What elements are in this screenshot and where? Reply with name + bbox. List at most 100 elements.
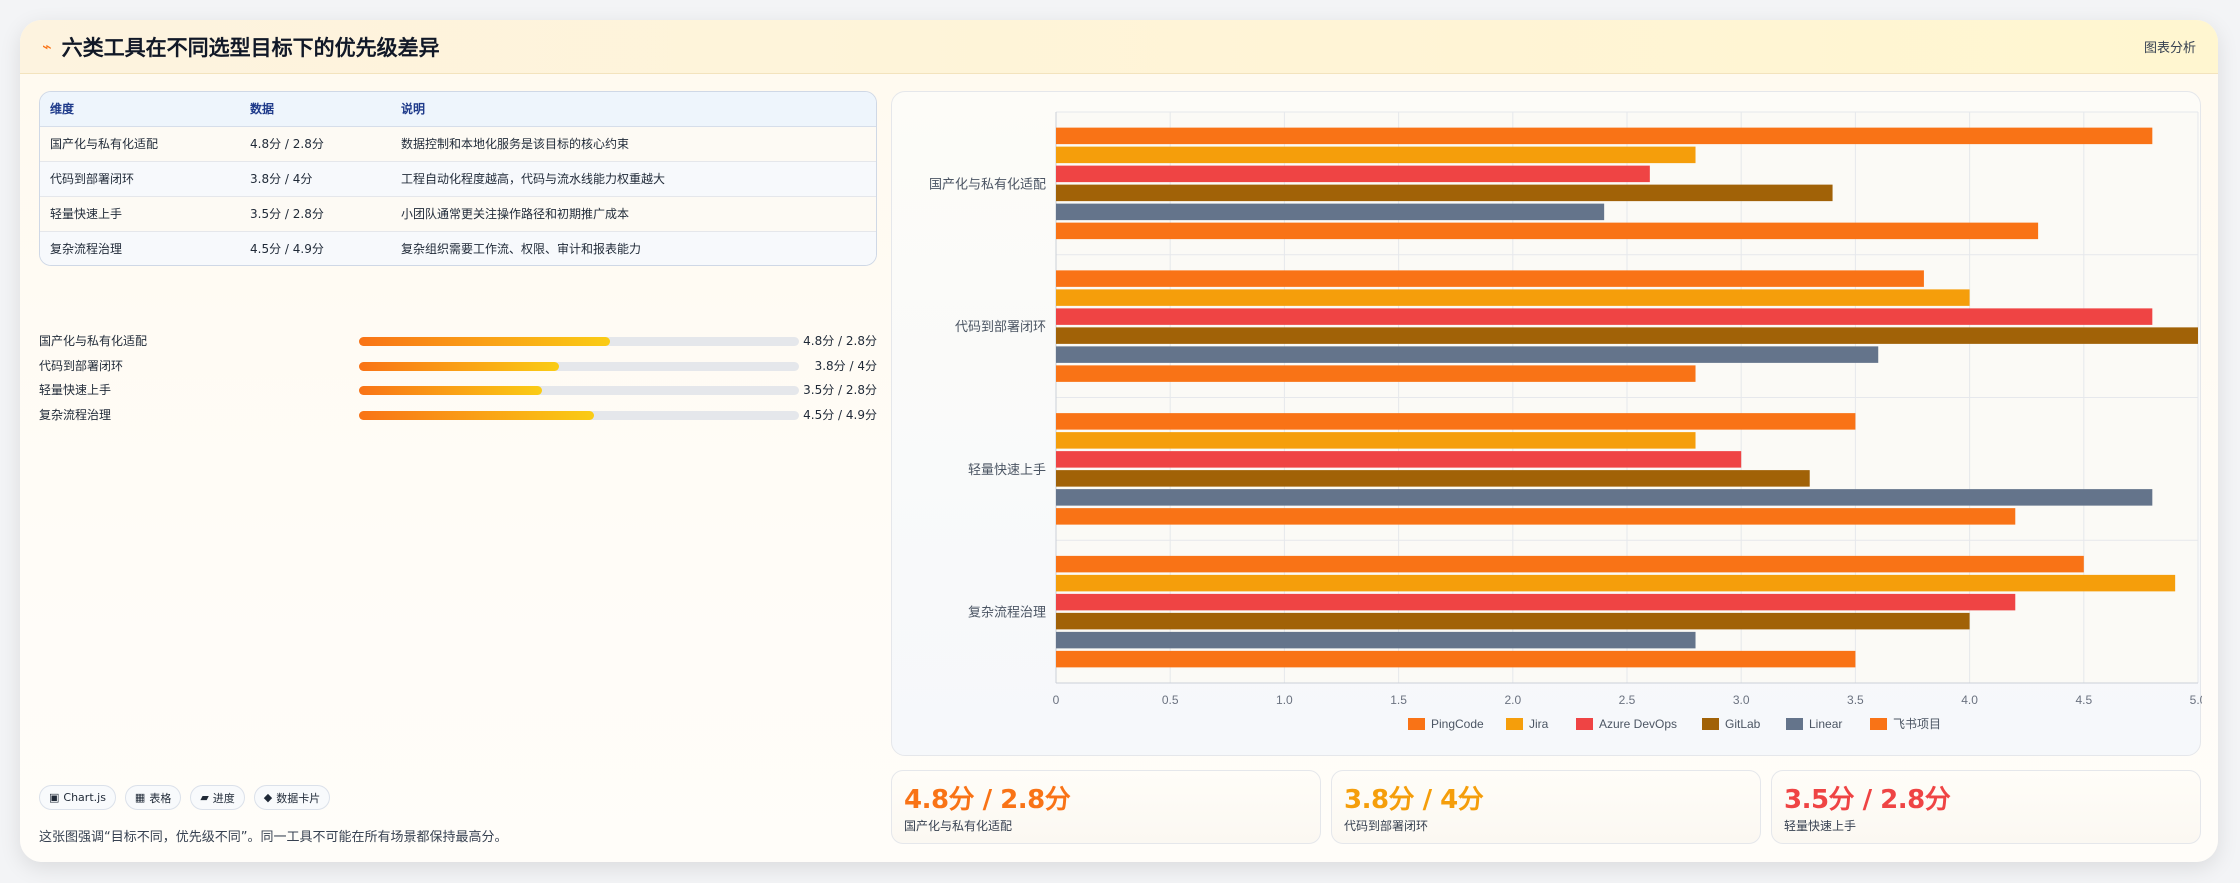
x-tick-label: 4.5 xyxy=(2075,693,2092,707)
bar xyxy=(1056,432,1696,449)
chip-label: Chart.js xyxy=(63,791,106,804)
table-header-description: 说明 xyxy=(391,92,876,127)
lightning-icon: ⌁ xyxy=(42,37,52,56)
x-tick-label: 4.0 xyxy=(1961,693,1978,707)
bar xyxy=(1056,222,2039,240)
x-tick-label: 0.5 xyxy=(1162,693,1179,707)
table-row: 复杂流程治理 4.5分 / 4.9分 复杂组织需要工作流、权限、审计和报表能力 xyxy=(40,231,876,265)
table-cell-dimension: 国产化与私有化适配 xyxy=(40,126,240,162)
legend-label: 飞书项目 xyxy=(1893,717,1941,731)
bar xyxy=(1056,146,1696,164)
x-tick-label: 3.5 xyxy=(1847,693,1864,707)
legend-label: Linear xyxy=(1809,717,1842,731)
legend-swatch xyxy=(1576,718,1593,730)
table-row: 国产化与私有化适配 4.8分 / 2.8分 数据控制和本地化服务是该目标的核心约… xyxy=(40,126,876,162)
progress-value: 3.5分 / 2.8分 xyxy=(803,383,877,397)
chart-icon: ▣ xyxy=(49,791,60,804)
table-cell-data: 4.5分 / 4.9分 xyxy=(240,231,391,265)
y-tick-label: 代码到部署闭环 xyxy=(955,319,1046,334)
chip-label: 表格 xyxy=(149,791,172,805)
legend-label: Jira xyxy=(1529,717,1549,731)
progress-track xyxy=(359,337,799,346)
progress-fill xyxy=(359,361,560,371)
progress-label: 国产化与私有化适配 xyxy=(39,334,148,348)
table-cell-dimension: 复杂流程治理 xyxy=(40,231,240,265)
stat-label: 国产化与私有化适配 xyxy=(904,819,1013,833)
bar xyxy=(1056,612,1970,630)
stat-value: 3.5分 / 2.8分 xyxy=(1784,785,1951,815)
bar-chart: 0 0.5 1.0 1.5 2.0 2.5 3.0 3.5 4.0 4.5 5.0 国产化与私有化适配… xyxy=(929,111,2202,731)
bar xyxy=(1056,451,1742,468)
chip-progress[interactable]: ▰ 进度 xyxy=(190,785,245,810)
progress-label: 复杂流程治理 xyxy=(39,407,112,422)
bar xyxy=(1056,508,2016,525)
legend-swatch xyxy=(1702,718,1719,730)
table-row: 代码到部署闭环 3.8分 / 4分 工程自动化程度越高，代码与流水线能力权重越大 xyxy=(40,161,876,197)
progress-value: 4.5分 / 4.9分 xyxy=(803,407,877,422)
bar xyxy=(1056,127,2153,145)
chip-data-card[interactable]: ◆ 数据卡片 xyxy=(253,785,331,810)
header-tag: 图表分析 xyxy=(2143,41,2196,56)
bar xyxy=(1056,555,2084,573)
bar xyxy=(1056,327,2198,344)
progress-row: 代码到部署闭环 3.8分 / 4分 xyxy=(39,355,877,380)
progress-row: 国产化与私有化适配 4.8分 / 2.8分 xyxy=(39,330,877,355)
x-tick-label: 2.5 xyxy=(1619,693,1636,707)
y-tick-label: 国产化与私有化适配 xyxy=(929,176,1046,191)
bar xyxy=(1056,289,1970,306)
bar xyxy=(1056,631,1696,649)
x-tick-label: 1.0 xyxy=(1276,693,1293,707)
chip-table[interactable]: ▦ 表格 xyxy=(124,785,182,810)
chart-card: ⌁ 六类工具在不同选型目标下的优先级差异 图表分析 维度 数据 说明 国产化与私… xyxy=(20,20,2218,862)
legend-swatch xyxy=(1506,718,1523,730)
legend-swatch xyxy=(1408,718,1425,730)
stat-card: 3.8分 / 4分 代码到部署闭环 xyxy=(1331,770,1761,844)
table-header-data: 数据 xyxy=(240,92,391,127)
x-tick-label: 2.0 xyxy=(1504,693,1521,707)
progress-value: 3.8分 / 4分 xyxy=(814,358,877,373)
chip-chartjs[interactable]: ▣ Chart.js xyxy=(39,785,116,810)
data-table: 维度 数据 说明 国产化与私有化适配 4.8分 / 2.8分 数据控制和本地化服… xyxy=(39,91,877,266)
bar xyxy=(1056,270,1924,287)
table-row: 轻量快速上手 3.5分 / 2.8分 小团队通常更关注操作路径和初期推广成本 xyxy=(40,196,876,232)
progress-row: 复杂流程治理 4.5分 / 4.9分 xyxy=(39,404,877,429)
footnote: 这张图强调“目标不同，优先级不同”。同一工具不可能在所有场景都保持最高分。 xyxy=(39,830,508,845)
card-body: 维度 数据 说明 国产化与私有化适配 4.8分 / 2.8分 数据控制和本地化服… xyxy=(20,74,2218,862)
x-tick-label: 3.0 xyxy=(1733,693,1750,707)
stat-label: 轻量快速上手 xyxy=(1784,819,1857,833)
bar xyxy=(1056,346,1879,363)
legend-label: Azure DevOps xyxy=(1599,717,1677,731)
progress-label: 代码到部署闭环 xyxy=(39,358,124,373)
progress-fill xyxy=(359,410,595,420)
table-cell-description: 数据控制和本地化服务是该目标的核心约束 xyxy=(391,126,876,162)
y-tick-label: 复杂流程治理 xyxy=(968,605,1046,620)
stat-label: 代码到部署闭环 xyxy=(1344,819,1429,833)
table-cell-dimension: 轻量快速上手 xyxy=(40,196,240,232)
bar xyxy=(1056,413,1856,430)
progress-list: 国产化与私有化适配 4.8分 / 2.8分 代码到部署闭环 3.8分 / 4分 … xyxy=(39,330,877,428)
bar xyxy=(1056,308,2153,325)
progress-track xyxy=(359,410,799,420)
chip-label: 数据卡片 xyxy=(276,791,321,805)
table-cell-description: 工程自动化程度越高，代码与流水线能力权重越大 xyxy=(391,161,876,197)
table-cell-data: 4.8分 / 2.8分 xyxy=(240,126,391,162)
stat-value: 3.8分 / 4分 xyxy=(1344,785,1484,815)
bar xyxy=(1056,184,1833,202)
stat-card: 3.5分 / 2.8分 轻量快速上手 xyxy=(1771,770,2201,844)
table-cell-description: 小团队通常更关注操作路径和初期推广成本 xyxy=(391,196,876,232)
bar xyxy=(1056,203,1605,221)
bar xyxy=(1056,489,2153,506)
card-header: ⌁ 六类工具在不同选型目标下的优先级差异 图表分析 xyxy=(20,20,2218,74)
progress-label: 轻量快速上手 xyxy=(39,383,112,397)
legend-swatch xyxy=(1786,718,1803,730)
progress-row: 轻量快速上手 3.5分 / 2.8分 xyxy=(39,379,877,404)
table-header-dimension: 维度 xyxy=(40,92,240,127)
bar xyxy=(1056,650,1856,668)
chip-label: 进度 xyxy=(212,791,235,805)
x-tick-label: 5.0 xyxy=(2190,693,2202,707)
card-icon: ◆ xyxy=(263,791,273,804)
table-cell-description: 复杂组织需要工作流、权限、审计和报表能力 xyxy=(391,231,876,265)
table-cell-data: 3.5分 / 2.8分 xyxy=(240,196,391,232)
progress-icon: ▰ xyxy=(200,791,209,804)
table-cell-dimension: 代码到部署闭环 xyxy=(40,161,240,197)
